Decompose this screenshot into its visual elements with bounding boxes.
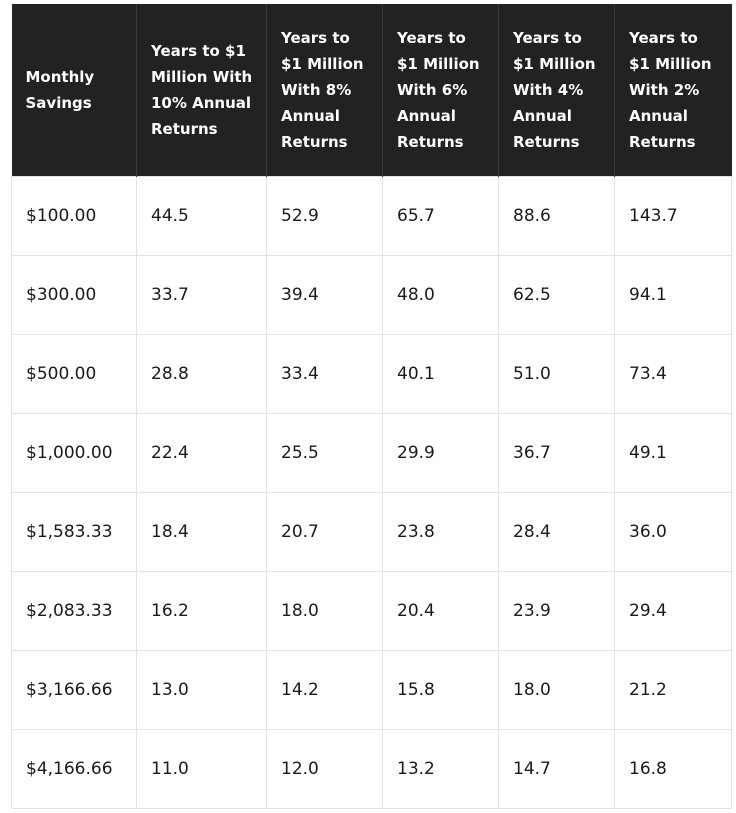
cell-monthly-savings: $1,583.33 — [11, 491, 137, 572]
cell-years-2-percent: 73.4 — [614, 333, 732, 414]
cell-years-10-percent: 44.5 — [136, 175, 267, 256]
cell-years-2-percent: 49.1 — [614, 412, 732, 493]
cell-monthly-savings: $4,166.66 — [11, 728, 137, 809]
cell-years-8-percent: 14.2 — [266, 649, 383, 730]
cell-years-6-percent: 20.4 — [382, 570, 499, 651]
cell-years-4-percent: 36.7 — [498, 412, 615, 493]
table-row: $4,166.66 11.0 12.0 13.2 14.7 16.8 — [11, 728, 732, 809]
cell-years-6-percent: 15.8 — [382, 649, 499, 730]
cell-years-4-percent: 23.9 — [498, 570, 615, 651]
header-years-6-percent: Years to $1 Million With 6% Annual Retur… — [382, 4, 499, 176]
cell-monthly-savings: $2,083.33 — [11, 570, 137, 651]
cell-years-2-percent: 21.2 — [614, 649, 732, 730]
cell-years-6-percent: 40.1 — [382, 333, 499, 414]
cell-years-10-percent: 11.0 — [136, 728, 267, 809]
table-row: $500.00 28.8 33.4 40.1 51.0 73.4 — [11, 333, 732, 414]
cell-years-8-percent: 20.7 — [266, 491, 383, 572]
cell-years-2-percent: 143.7 — [614, 175, 732, 256]
cell-years-4-percent: 62.5 — [498, 254, 615, 335]
table-row: $1,583.33 18.4 20.7 23.8 28.4 36.0 — [11, 491, 732, 572]
table-row: $300.00 33.7 39.4 48.0 62.5 94.1 — [11, 254, 732, 335]
cell-years-2-percent: 94.1 — [614, 254, 732, 335]
header-years-8-percent: Years to $1 Million With 8% Annual Retur… — [266, 4, 383, 176]
header-row: Monthly Savings Years to $1 Million With… — [11, 4, 732, 176]
cell-years-8-percent: 12.0 — [266, 728, 383, 809]
cell-years-10-percent: 33.7 — [136, 254, 267, 335]
table-row: $100.00 44.5 52.9 65.7 88.6 143.7 — [11, 175, 732, 256]
cell-years-10-percent: 18.4 — [136, 491, 267, 572]
cell-monthly-savings: $300.00 — [11, 254, 137, 335]
header-years-2-percent: Years to $1 Million With 2% Annual Retur… — [629, 28, 712, 151]
table-row: $2,083.33 16.2 18.0 20.4 23.9 29.4 — [11, 570, 732, 651]
cell-years-8-percent: 25.5 — [266, 412, 383, 493]
cell-years-6-percent: 65.7 — [382, 175, 499, 256]
header-years-10-percent: Years to $1 Million With 10% Annual Retu… — [136, 4, 267, 176]
cell-years-2-percent: 36.0 — [614, 491, 732, 572]
cell-years-8-percent: 33.4 — [266, 333, 383, 414]
savings-table-container: Monthly Savings Years to $1 Million With… — [11, 4, 732, 809]
cell-years-2-percent: 29.4 — [614, 570, 732, 651]
table-row: $3,166.66 13.0 14.2 15.8 18.0 21.2 — [11, 649, 732, 730]
cell-years-6-percent: 13.2 — [382, 728, 499, 809]
cell-monthly-savings: $1,000.00 — [11, 412, 137, 493]
cell-monthly-savings: $500.00 — [11, 333, 137, 414]
cell-years-8-percent: 39.4 — [266, 254, 383, 335]
cell-years-6-percent: 48.0 — [382, 254, 499, 335]
cell-years-4-percent: 51.0 — [498, 333, 615, 414]
cell-years-6-percent: 29.9 — [382, 412, 499, 493]
cell-years-10-percent: 13.0 — [136, 649, 267, 730]
cell-years-8-percent: 52.9 — [266, 175, 383, 256]
cell-years-4-percent: 88.6 — [498, 175, 615, 256]
cell-years-2-percent: 16.8 — [614, 728, 732, 809]
cell-years-10-percent: 22.4 — [136, 412, 267, 493]
cell-years-8-percent: 18.0 — [266, 570, 383, 651]
cell-monthly-savings: $3,166.66 — [11, 649, 137, 730]
cell-years-4-percent: 28.4 — [498, 491, 615, 572]
savings-table: Monthly Savings Years to $1 Million With… — [11, 4, 732, 809]
header-monthly-savings: Monthly Savings — [11, 4, 137, 176]
cell-years-4-percent: 14.7 — [498, 728, 615, 809]
header-years-4-percent: Years to $1 Million With 4% Annual Retur… — [498, 4, 615, 176]
cell-years-6-percent: 23.8 — [382, 491, 499, 572]
cell-years-10-percent: 28.8 — [136, 333, 267, 414]
cell-years-10-percent: 16.2 — [136, 570, 267, 651]
table-body: $100.00 44.5 52.9 65.7 88.6 143.7 $300.0… — [11, 175, 732, 809]
table-header: Monthly Savings Years to $1 Million With… — [11, 4, 732, 176]
table-row: $1,000.00 22.4 25.5 29.9 36.7 49.1 — [11, 412, 732, 493]
cell-years-4-percent: 18.0 — [498, 649, 615, 730]
cell-monthly-savings: $100.00 — [11, 175, 137, 256]
